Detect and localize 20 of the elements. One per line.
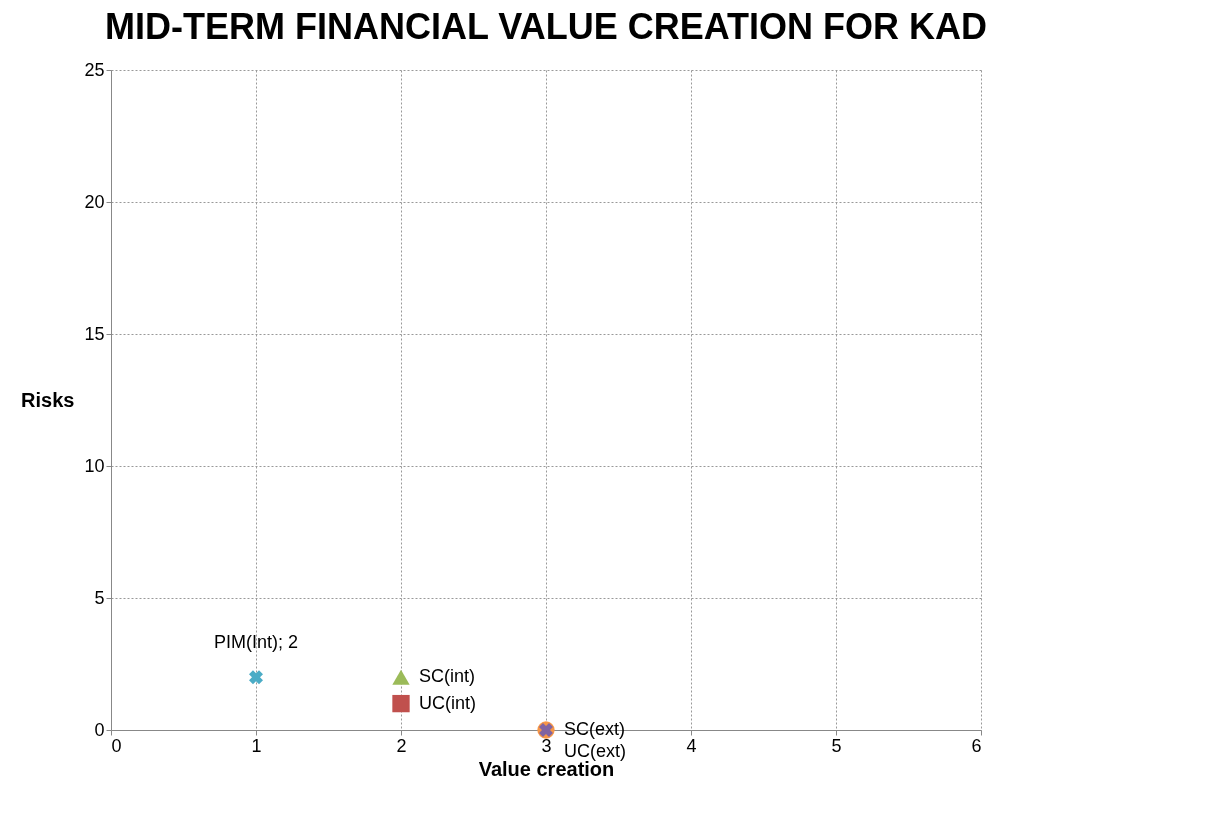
series-label: SC(int): [419, 666, 476, 687]
x-tick-label: 5: [831, 735, 842, 756]
x-tick-label: 3: [541, 735, 552, 756]
y-tick-label: 15: [84, 323, 105, 344]
data-label: PIM(Int); 2: [213, 632, 299, 653]
y-tick-label: 10: [84, 455, 105, 476]
y-tick-label: 20: [84, 191, 105, 212]
series-label: SC(ext): [564, 719, 626, 739]
x-tick-label: 6: [971, 735, 982, 756]
x-tick-label: 1: [251, 735, 262, 756]
y-tick-label: 5: [94, 587, 105, 608]
y-tick-label: 25: [84, 59, 105, 80]
series-label: UC(int): [419, 692, 476, 713]
chart-title: MID-TERM FINANCIAL VALUE CREATION FOR KAD: [105, 6, 987, 47]
x-tick-label: 4: [686, 735, 697, 756]
y-axis-title: Risks: [21, 388, 75, 411]
y-tick-label: 0: [94, 719, 105, 740]
series-label: UC(ext): [564, 741, 626, 761]
x-tick-label: 2: [396, 735, 407, 756]
x-tick-label: 0: [111, 735, 122, 756]
